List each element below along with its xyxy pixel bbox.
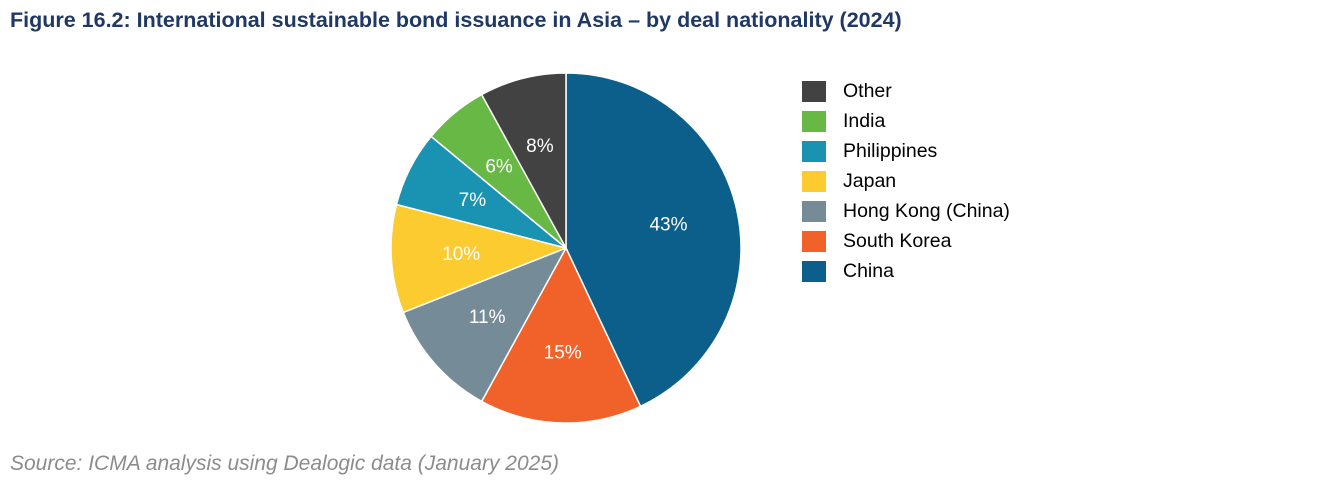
slice-label-south-korea: 15% [544, 342, 582, 363]
slice-label-other: 8% [526, 136, 554, 157]
pie-slice-china [565, 72, 742, 408]
chart-title: Figure 16.2: International sustainable b… [10, 8, 902, 32]
slice-label-japan: 10% [442, 244, 480, 265]
legend-label-hong-kong-china: Hong Kong (China) [843, 199, 1010, 222]
legend-swatch-other [802, 80, 826, 102]
slice-label-hong-kong-china: 11% [469, 307, 506, 328]
legend-swatch-japan [802, 170, 826, 192]
chart-legend: Other India Philippines Japan Hong Kong (Chi… [802, 76, 1010, 286]
legend-label-japan: Japan [843, 169, 897, 192]
legend-item-other: Other [802, 76, 1010, 106]
pie-slice-japan [390, 203, 567, 314]
legend-swatch-philippines [802, 140, 826, 162]
legend-item-south-korea: South Korea [802, 226, 1010, 256]
legend-item-china: China [802, 256, 1010, 286]
legend-swatch-hong-kong-china [802, 200, 826, 222]
legend-item-hong-kong-china: Hong Kong (China) [802, 196, 1010, 226]
legend-label-south-korea: South Korea [843, 229, 952, 252]
source-note: Source: ICMA analysis using Dealogic dat… [10, 452, 560, 475]
pie-slice-other [480, 72, 567, 249]
legend-label-china: China [843, 259, 894, 282]
slice-label-india: 6% [485, 157, 513, 178]
legend-label-other: Other [843, 79, 892, 102]
slice-label-philippines: 7% [459, 190, 487, 211]
legend-swatch-india [802, 110, 826, 132]
legend-label-india: India [843, 109, 886, 132]
legend-item-japan: Japan [802, 166, 1010, 196]
pie-slice-south-korea [480, 247, 642, 424]
legend-swatch-china [802, 260, 826, 282]
legend-label-philippines: Philippines [843, 139, 938, 162]
pie-slice-hong-kong-china [402, 247, 567, 403]
legend-item-india: India [802, 106, 1010, 136]
slice-label-china: 43% [649, 215, 687, 236]
legend-swatch-south-korea [802, 230, 826, 252]
legend-item-philippines: Philippines [802, 136, 1010, 166]
